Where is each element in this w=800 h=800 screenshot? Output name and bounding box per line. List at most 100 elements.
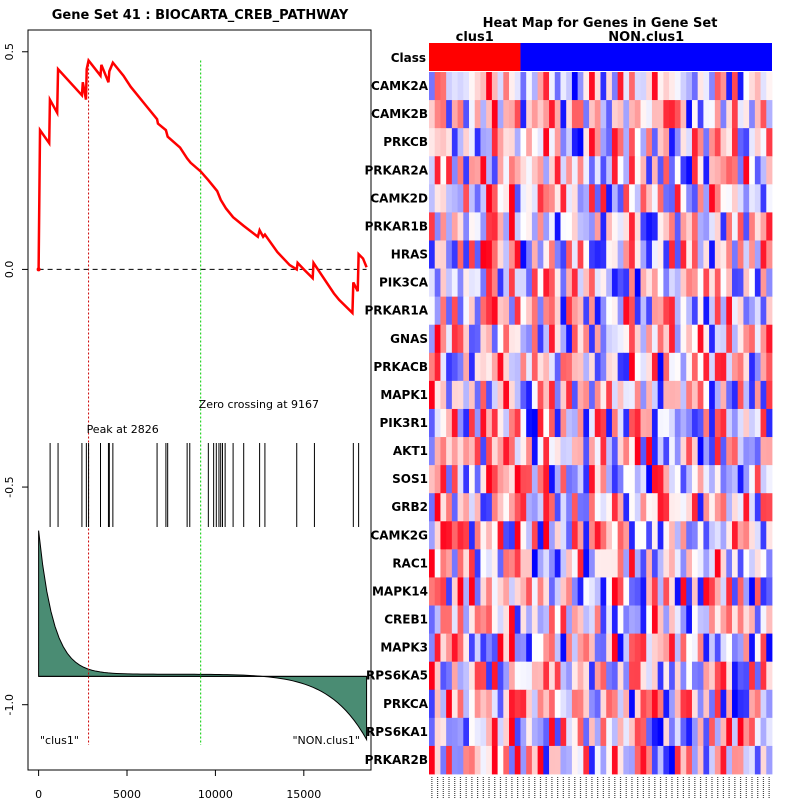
heat-cell bbox=[617, 605, 624, 634]
heat-cell bbox=[709, 549, 716, 578]
heat-cell bbox=[697, 633, 704, 663]
heat-cell bbox=[743, 268, 750, 298]
heat-cell bbox=[606, 212, 613, 241]
heat-cell bbox=[674, 380, 681, 410]
gene-label: PRKCA bbox=[383, 697, 429, 711]
heat-cell bbox=[577, 240, 584, 269]
heat-cell bbox=[497, 156, 504, 185]
heat-cell bbox=[600, 100, 607, 129]
heat-cell bbox=[623, 184, 630, 213]
heat-cell bbox=[686, 128, 693, 157]
heat-cell bbox=[520, 577, 527, 606]
heat-cell bbox=[651, 408, 659, 438]
heat-cell bbox=[503, 521, 510, 550]
heat-cell bbox=[491, 324, 498, 354]
heat-cell bbox=[497, 324, 504, 354]
heat-cell bbox=[509, 324, 516, 354]
heat-cell bbox=[429, 633, 436, 663]
heat-cell bbox=[657, 493, 664, 522]
heat-cell bbox=[440, 268, 447, 298]
heat-cell bbox=[491, 493, 498, 522]
heat-cell bbox=[611, 493, 619, 522]
heat-cell bbox=[526, 296, 533, 326]
heat-cell bbox=[754, 465, 761, 494]
heat-cell bbox=[674, 717, 681, 747]
heat-cell bbox=[691, 408, 699, 438]
heat-cell bbox=[446, 128, 453, 157]
heat-cell bbox=[497, 100, 504, 129]
heat-cell bbox=[600, 465, 607, 494]
heat-cell bbox=[554, 493, 561, 522]
heat-cell bbox=[634, 212, 641, 241]
heat-cell bbox=[657, 100, 664, 129]
heat-cell bbox=[709, 156, 716, 185]
heat-cell bbox=[514, 717, 521, 747]
heat-cell bbox=[571, 212, 579, 241]
heat-cell bbox=[474, 549, 481, 578]
heat-cell bbox=[543, 577, 550, 606]
heat-cell bbox=[594, 605, 601, 634]
heat-cell bbox=[651, 437, 659, 466]
heat-cell bbox=[766, 72, 773, 101]
heat-cell bbox=[589, 549, 596, 578]
heat-cell bbox=[606, 352, 613, 382]
heat-cell bbox=[606, 633, 613, 663]
heat-cell bbox=[451, 380, 458, 410]
heat-cell bbox=[486, 268, 493, 298]
heat-cell bbox=[583, 549, 590, 578]
heat-cell bbox=[726, 577, 733, 606]
heat-cell bbox=[766, 605, 773, 634]
heat-cell bbox=[520, 437, 527, 466]
heat-cell bbox=[766, 184, 773, 213]
heat-cell bbox=[600, 633, 607, 663]
heat-cell bbox=[560, 521, 567, 550]
gene-hits bbox=[49, 443, 360, 527]
heat-cell bbox=[703, 717, 710, 747]
heat-cell bbox=[543, 100, 550, 129]
heat-cell bbox=[731, 184, 739, 213]
heat-cell bbox=[737, 633, 744, 663]
heat-cell bbox=[600, 240, 607, 269]
heat-cell bbox=[560, 240, 567, 269]
heat-cell bbox=[629, 100, 636, 129]
heat-cell bbox=[680, 100, 687, 129]
heat-cell bbox=[594, 549, 601, 578]
heat-cell bbox=[617, 72, 624, 101]
heat-cell bbox=[531, 437, 539, 466]
heat-cell bbox=[543, 212, 550, 241]
heat-cell bbox=[474, 240, 481, 269]
heat-cell bbox=[726, 156, 733, 185]
heat-cell bbox=[463, 549, 470, 578]
heat-cell bbox=[474, 577, 481, 606]
heat-cell bbox=[583, 717, 590, 747]
heat-cell bbox=[657, 717, 664, 747]
heat-cell bbox=[440, 745, 447, 775]
heat-cell bbox=[657, 240, 664, 269]
heat-cell bbox=[691, 268, 699, 298]
heat-cell bbox=[514, 352, 521, 382]
heat-cell bbox=[686, 212, 693, 241]
heat-cell bbox=[566, 493, 573, 522]
heat-cell bbox=[537, 156, 544, 185]
heat-cell bbox=[691, 380, 699, 410]
heat-cell bbox=[469, 408, 476, 438]
heat-cell bbox=[674, 72, 681, 101]
heat-cell bbox=[606, 465, 613, 494]
heat-cell bbox=[657, 268, 664, 298]
heat-cell bbox=[651, 296, 659, 326]
heat-cell bbox=[611, 72, 619, 101]
heat-cell bbox=[560, 745, 567, 775]
heat-cell bbox=[686, 605, 693, 634]
heat-cell bbox=[457, 493, 464, 522]
heat-cell bbox=[503, 100, 510, 129]
heat-cell bbox=[646, 493, 653, 522]
heat-cell bbox=[469, 465, 476, 494]
heat-cell bbox=[554, 324, 561, 354]
heat-cell bbox=[703, 128, 710, 157]
heat-cell bbox=[594, 240, 601, 269]
heat-cell bbox=[726, 352, 733, 382]
heat-cell bbox=[606, 128, 613, 157]
heat-cell bbox=[600, 184, 607, 213]
heat-cell bbox=[743, 128, 750, 157]
heat-cell bbox=[697, 521, 704, 550]
